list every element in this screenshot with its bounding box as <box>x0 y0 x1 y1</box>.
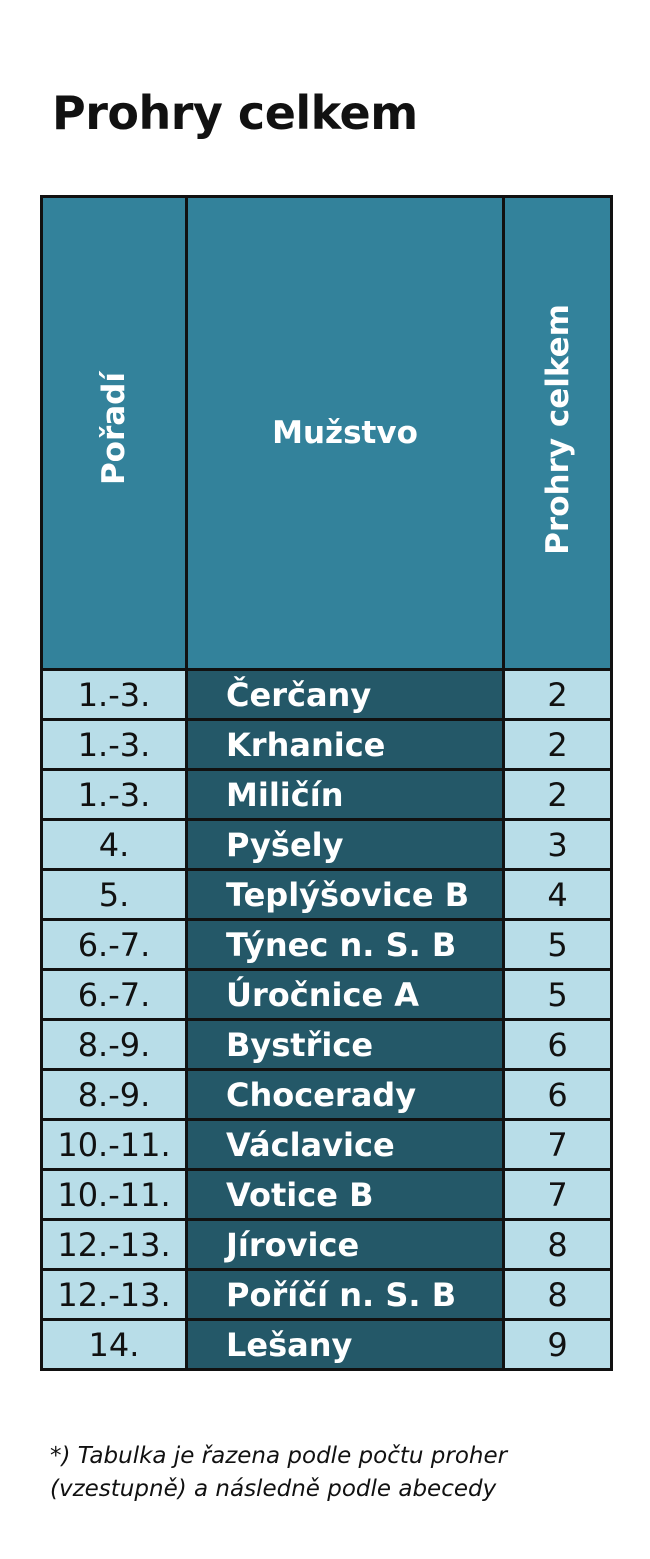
losses-cell: 2 <box>502 768 613 821</box>
table-row: 1.-3. Čerčany 2 <box>40 668 613 721</box>
team-cell: Týnec n. S. B <box>185 918 505 971</box>
team-cell: Krhanice <box>185 718 505 771</box>
table-row: 4. Pyšely 3 <box>40 818 613 871</box>
rank-cell: 14. <box>40 1318 188 1371</box>
team-cell: Lešany <box>185 1318 505 1371</box>
footnote-line-2: (vzestupně) a následně podle abecedy <box>50 1476 497 1503</box>
rank-cell: 1.-3. <box>40 718 188 771</box>
losses-cell: 2 <box>502 718 613 771</box>
table-row: 10.-11. Václavice 7 <box>40 1118 613 1171</box>
rank-cell: 8.-9. <box>40 1068 188 1121</box>
losses-cell: 8 <box>502 1218 613 1271</box>
column-header-losses-label: Prohry celkem <box>539 303 576 555</box>
losses-cell: 6 <box>502 1068 613 1121</box>
team-cell: Poříčí n. S. B <box>185 1268 505 1321</box>
rank-cell: 5. <box>40 868 188 921</box>
team-cell: Miličín <box>185 768 505 821</box>
table-row: 8.-9. Chocerady 6 <box>40 1068 613 1121</box>
rank-cell: 8.-9. <box>40 1018 188 1071</box>
table-body: 1.-3. Čerčany 2 1.-3. Krhanice 2 1.-3. Miličín 2… <box>40 668 613 1371</box>
team-cell: Pyšely <box>185 818 505 871</box>
losses-cell: 4 <box>502 868 613 921</box>
column-header-rank: Pořadí <box>40 195 188 671</box>
team-cell: Teplýšovice B <box>185 868 505 921</box>
losses-cell: 9 <box>502 1318 613 1371</box>
rank-cell: 10.-11. <box>40 1168 188 1221</box>
losses-cell: 2 <box>502 668 613 721</box>
team-cell: Chocerady <box>185 1068 505 1121</box>
losses-cell: 7 <box>502 1168 613 1221</box>
column-header-losses: Prohry celkem <box>502 195 613 671</box>
footnote: *) Tabulka je řazena podle počtu proher … <box>50 1440 507 1507</box>
rank-cell: 1.-3. <box>40 768 188 821</box>
losses-cell: 7 <box>502 1118 613 1171</box>
rank-cell: 12.-13. <box>40 1268 188 1321</box>
rank-cell: 12.-13. <box>40 1218 188 1271</box>
team-cell: Bystřice <box>185 1018 505 1071</box>
team-cell: Čerčany <box>185 668 505 721</box>
column-header-rank-label: Pořadí <box>96 372 132 486</box>
table-row: 12.-13. Jírovice 8 <box>40 1218 613 1271</box>
team-cell: Jírovice <box>185 1218 505 1271</box>
losses-cell: 3 <box>502 818 613 871</box>
team-cell: Úročnice A <box>185 968 505 1021</box>
column-header-team: Mužstvo <box>185 195 505 671</box>
standings-table: Pořadí Mužstvo Prohry celkem 1.-3. Čerčan… <box>40 195 613 1371</box>
page-title: Prohry celkem <box>52 86 418 140</box>
losses-cell: 5 <box>502 968 613 1021</box>
table-row: 8.-9. Bystřice 6 <box>40 1018 613 1071</box>
table-row: 1.-3. Krhanice 2 <box>40 718 613 771</box>
team-cell: Votice B <box>185 1168 505 1221</box>
rank-cell: 6.-7. <box>40 918 188 971</box>
table-header: Pořadí Mužstvo Prohry celkem <box>40 195 613 671</box>
rank-cell: 10.-11. <box>40 1118 188 1171</box>
rank-cell: 1.-3. <box>40 668 188 721</box>
rank-cell: 6.-7. <box>40 968 188 1021</box>
table-row: 1.-3. Miličín 2 <box>40 768 613 821</box>
rank-cell: 4. <box>40 818 188 871</box>
losses-cell: 6 <box>502 1018 613 1071</box>
team-cell: Václavice <box>185 1118 505 1171</box>
column-header-team-label: Mužstvo <box>272 415 418 451</box>
footnote-line-1: *) Tabulka je řazena podle počtu proher <box>50 1443 508 1469</box>
table-row: 14. Lešany 9 <box>40 1318 613 1371</box>
losses-cell: 8 <box>502 1268 613 1321</box>
header-row: Pořadí Mužstvo Prohry celkem <box>40 195 613 671</box>
losses-cell: 5 <box>502 918 613 971</box>
